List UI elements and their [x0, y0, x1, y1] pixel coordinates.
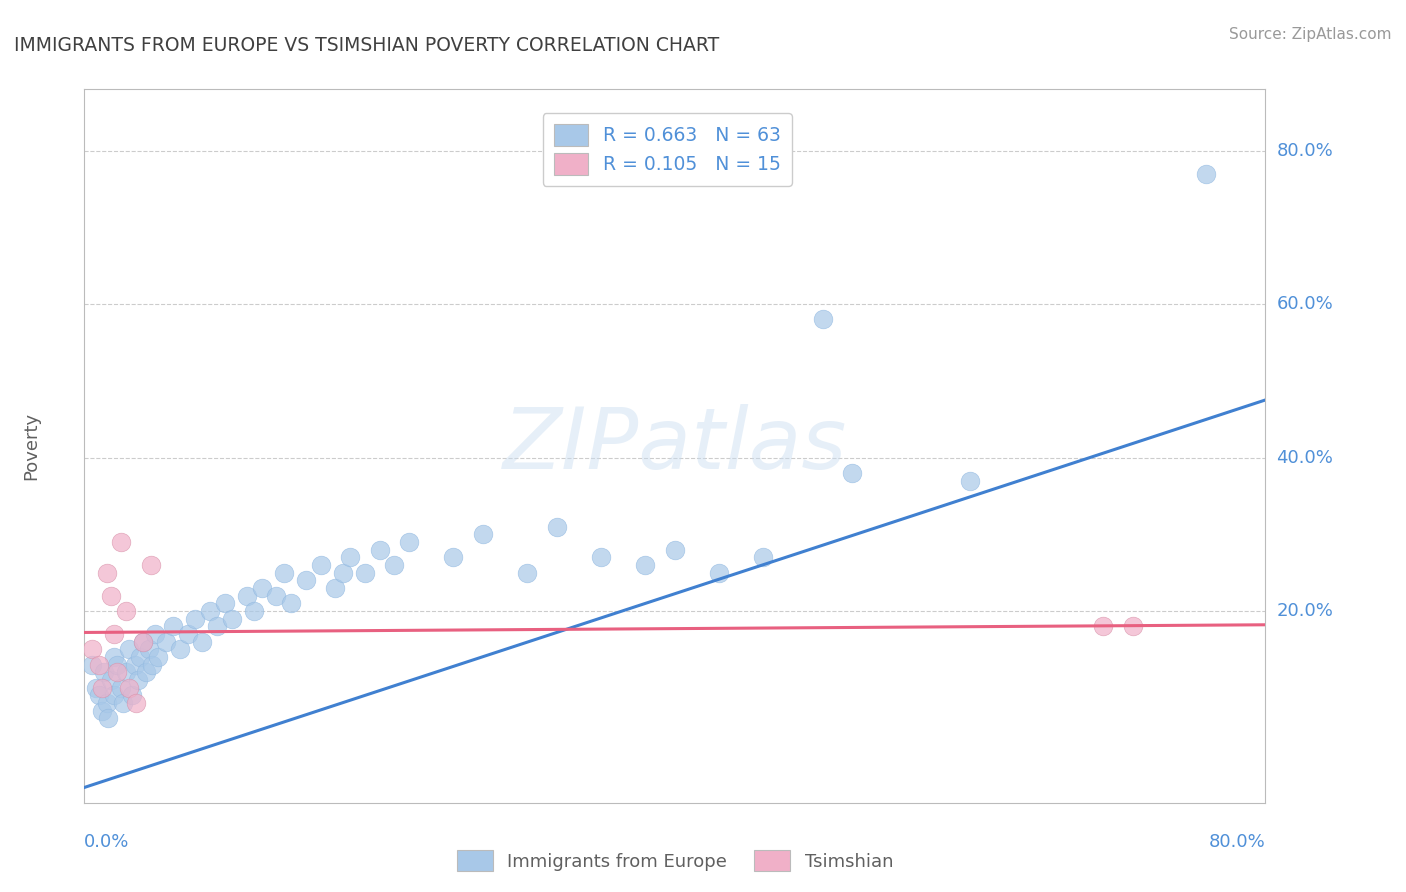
Point [243, 604, 266, 618]
Point [100, 589, 122, 603]
Point [127, 673, 149, 687]
Point [354, 566, 377, 580]
Point [546, 519, 568, 533]
Point [205, 619, 228, 633]
Point [80, 642, 103, 657]
Point [93, 665, 115, 680]
Point [105, 657, 128, 672]
Point [80, 657, 103, 672]
Point [177, 627, 200, 641]
Point [148, 650, 170, 665]
Point [221, 612, 243, 626]
Point [129, 650, 152, 665]
Point [1122, 619, 1144, 633]
Point [214, 596, 236, 610]
Legend: R = 0.663   N = 63, R = 0.105   N = 15: R = 0.663 N = 63, R = 0.105 N = 15 [543, 113, 792, 186]
Point [135, 665, 157, 680]
Text: 80.0%: 80.0% [1277, 142, 1333, 160]
Point [634, 558, 657, 572]
Point [280, 596, 302, 610]
Point [155, 634, 177, 648]
Point [103, 689, 125, 703]
Point [84, 681, 107, 695]
Point [1195, 167, 1218, 181]
Point [110, 535, 132, 549]
Point [110, 681, 132, 695]
Point [841, 466, 863, 480]
Point [141, 657, 163, 672]
Text: ZIPatlas: ZIPatlas [503, 404, 846, 488]
Point [87, 657, 111, 672]
Legend: Immigrants from Europe, Tsimshian: Immigrants from Europe, Tsimshian [450, 843, 900, 879]
Point [91, 704, 114, 718]
Point [124, 657, 146, 672]
Text: 0.0%: 0.0% [84, 833, 129, 851]
Point [97, 711, 120, 725]
Point [87, 689, 111, 703]
Point [959, 474, 981, 488]
Point [198, 604, 221, 618]
Point [273, 566, 295, 580]
Point [125, 696, 148, 710]
Text: 60.0%: 60.0% [1277, 295, 1333, 313]
Point [709, 566, 731, 580]
Point [591, 550, 613, 565]
Point [103, 650, 125, 665]
Text: 80.0%: 80.0% [1209, 833, 1265, 851]
Point [516, 566, 538, 580]
Point [169, 642, 191, 657]
Point [91, 681, 114, 695]
Point [382, 558, 406, 572]
Point [96, 566, 118, 580]
Text: 40.0%: 40.0% [1277, 449, 1333, 467]
Text: IMMIGRANTS FROM EUROPE VS TSIMSHIAN POVERTY CORRELATION CHART: IMMIGRANTS FROM EUROPE VS TSIMSHIAN POVE… [14, 36, 720, 54]
Point [139, 558, 162, 572]
Point [264, 589, 288, 603]
Point [811, 312, 834, 326]
Point [105, 665, 128, 680]
Point [132, 634, 155, 648]
Point [132, 634, 155, 648]
Point [121, 689, 143, 703]
Point [118, 681, 141, 695]
Point [114, 665, 136, 680]
Point [118, 642, 141, 657]
Point [323, 581, 347, 595]
Point [472, 527, 495, 541]
Text: Poverty: Poverty [22, 412, 41, 480]
Point [295, 574, 318, 588]
Point [368, 542, 391, 557]
Point [398, 535, 420, 549]
Text: 20.0%: 20.0% [1277, 602, 1333, 620]
Point [138, 642, 160, 657]
Point [339, 550, 361, 565]
Point [111, 696, 134, 710]
Point [143, 627, 166, 641]
Point [332, 566, 354, 580]
Point [664, 542, 686, 557]
Point [441, 550, 464, 565]
Point [103, 627, 125, 641]
Point [184, 612, 207, 626]
Point [309, 558, 332, 572]
Point [100, 673, 122, 687]
Point [1091, 619, 1114, 633]
Text: Source: ZipAtlas.com: Source: ZipAtlas.com [1229, 27, 1392, 42]
Point [96, 696, 118, 710]
Point [250, 581, 273, 595]
Point [162, 619, 184, 633]
Point [752, 550, 775, 565]
Point [114, 604, 136, 618]
Point [191, 634, 214, 648]
Point [235, 589, 259, 603]
